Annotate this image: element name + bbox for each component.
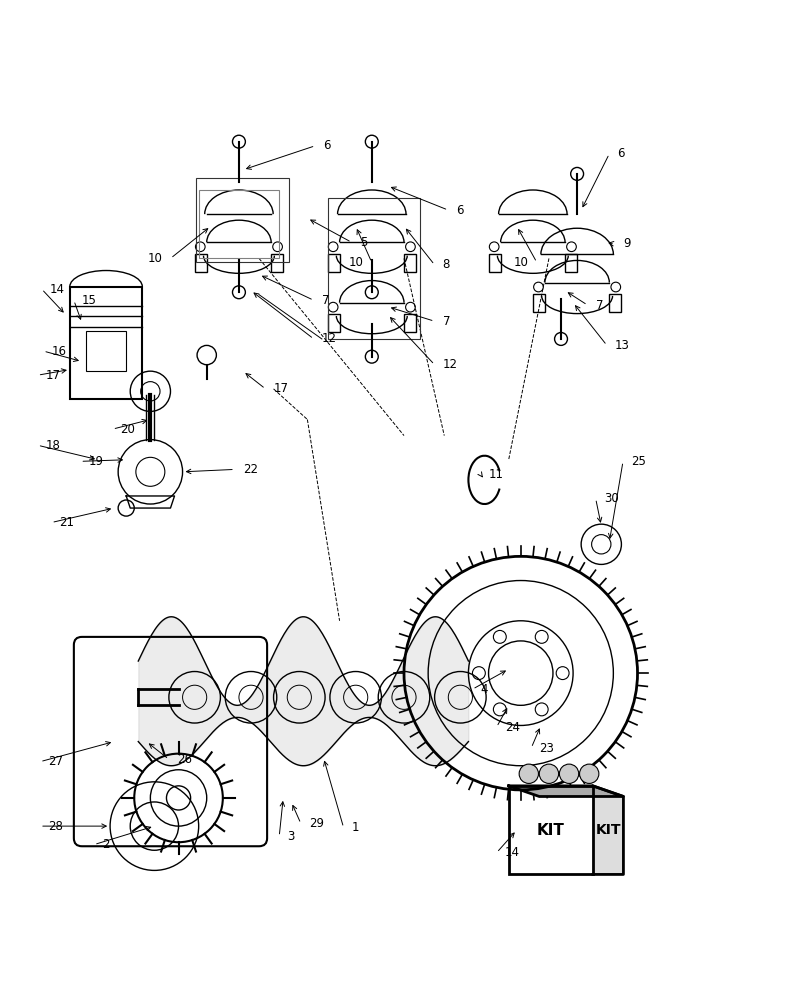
Circle shape — [233, 135, 246, 148]
Text: KIT: KIT — [595, 823, 621, 837]
Polygon shape — [509, 786, 624, 796]
Bar — [404, 254, 416, 272]
Text: 12: 12 — [322, 332, 337, 345]
Bar — [327, 314, 339, 332]
Text: 26: 26 — [177, 753, 192, 766]
Text: 29: 29 — [309, 817, 324, 830]
Bar — [327, 198, 420, 339]
Text: 8: 8 — [443, 258, 450, 271]
Bar — [199, 190, 280, 258]
Text: 10: 10 — [349, 256, 364, 269]
Text: 23: 23 — [539, 742, 554, 755]
Text: 16: 16 — [52, 345, 66, 358]
Text: 17: 17 — [46, 369, 61, 382]
Bar — [271, 254, 284, 272]
Text: 4: 4 — [481, 683, 488, 696]
Text: 7: 7 — [443, 315, 450, 328]
Text: 28: 28 — [48, 820, 63, 833]
Polygon shape — [593, 786, 624, 874]
Text: 6: 6 — [457, 204, 464, 217]
Text: 13: 13 — [615, 339, 630, 352]
Text: 10: 10 — [514, 256, 528, 269]
Bar — [509, 786, 593, 874]
Bar — [69, 287, 142, 399]
Text: 30: 30 — [604, 492, 618, 505]
Circle shape — [570, 167, 583, 180]
Text: 10: 10 — [148, 252, 162, 265]
Text: 27: 27 — [48, 755, 63, 768]
Text: 2: 2 — [102, 838, 110, 851]
Circle shape — [365, 286, 378, 299]
Bar — [196, 178, 288, 262]
Text: 1: 1 — [351, 821, 360, 834]
Bar — [86, 331, 126, 371]
Text: 5: 5 — [360, 236, 367, 249]
Text: 18: 18 — [46, 439, 61, 452]
Text: 24: 24 — [505, 721, 520, 734]
Circle shape — [579, 764, 599, 783]
Circle shape — [233, 286, 246, 299]
Circle shape — [539, 764, 558, 783]
Bar — [195, 254, 207, 272]
Text: 7: 7 — [595, 299, 603, 312]
Text: 14: 14 — [505, 846, 520, 859]
Text: 15: 15 — [82, 294, 97, 307]
Text: 6: 6 — [617, 147, 625, 160]
Text: 20: 20 — [120, 423, 136, 436]
Text: 6: 6 — [323, 139, 331, 152]
Text: 11: 11 — [489, 468, 503, 481]
Circle shape — [520, 764, 538, 783]
Text: 9: 9 — [623, 237, 630, 250]
Text: 17: 17 — [274, 382, 288, 395]
Text: KIT: KIT — [537, 823, 565, 838]
Bar — [532, 294, 545, 312]
Bar — [609, 294, 621, 312]
Text: 7: 7 — [322, 294, 330, 307]
Circle shape — [559, 764, 579, 783]
Text: 19: 19 — [88, 455, 103, 468]
Bar — [404, 314, 416, 332]
Circle shape — [365, 350, 378, 363]
Bar — [565, 254, 577, 272]
Text: 25: 25 — [631, 455, 646, 468]
Text: 3: 3 — [287, 830, 295, 843]
Text: 22: 22 — [243, 463, 258, 476]
Circle shape — [554, 333, 567, 345]
Text: 14: 14 — [50, 283, 65, 296]
Text: 12: 12 — [443, 358, 457, 371]
Text: 21: 21 — [59, 516, 74, 529]
Circle shape — [365, 135, 378, 148]
Bar — [489, 254, 501, 272]
Bar — [327, 254, 339, 272]
